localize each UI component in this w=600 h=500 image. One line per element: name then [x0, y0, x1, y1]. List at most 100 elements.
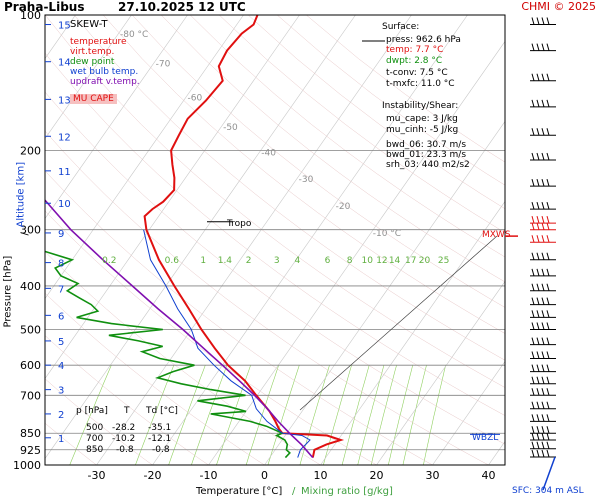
table-header-p: p [hPa] [76, 406, 108, 416]
wbzl-label: WBZL [472, 433, 499, 443]
dry-adiabat [132, 15, 505, 308]
wind-barb-tick [546, 337, 550, 345]
wind-barb-tick [546, 73, 550, 81]
altitude-tick-label: 3 [58, 386, 64, 397]
wind-barb-tick [541, 297, 545, 305]
wind-barb-tick [546, 376, 550, 384]
wind-barb-tick [536, 364, 540, 372]
wind-barb-tick [536, 152, 540, 161]
wind-barb [530, 43, 556, 52]
wind-barb-tick [536, 351, 540, 359]
wind-barb-tick [531, 310, 535, 318]
temperature-tick-label: 0 [261, 469, 268, 482]
wind-barb-tick [541, 43, 545, 51]
mixing-ratio-line [323, 365, 352, 465]
temperature-tick-label: -10 [200, 469, 218, 482]
temperature-tick-label: -20 [144, 469, 162, 482]
isotherm-line [376, 280, 505, 465]
altitude-tick-label: 2 [58, 410, 64, 421]
mixing-ratio-label: 0.6 [165, 256, 180, 266]
temperature-tick-label: 40 [482, 469, 496, 482]
dry-adiabat [45, 15, 505, 388]
wind-barb [530, 376, 556, 385]
wind-barb-tick [546, 201, 550, 210]
wind-barb [530, 337, 556, 346]
wind-barb-tick [546, 388, 550, 396]
isotherm-line [45, 15, 244, 300]
mixing-ratio-label: 4 [294, 256, 300, 266]
x-axis-label-2: Mixing ratio [g/kg] [301, 486, 393, 497]
wind-barb [530, 17, 556, 25]
wind-barb-tick [541, 401, 545, 409]
wind-barb-tick [546, 401, 550, 409]
legend-wet-bulb: wet bulb temp. [70, 67, 139, 77]
mixing-ratio-label: 2 [246, 256, 252, 266]
wind-barb-tick [531, 426, 535, 434]
mixing-ratio-line [135, 365, 175, 465]
isotherm-line [96, 15, 412, 465]
wind-barb-tick [541, 414, 545, 422]
wind-barb [530, 283, 556, 292]
pressure-tick-label: 400 [20, 280, 41, 293]
wind-barb-tick [546, 252, 550, 260]
wind-barb-tick [546, 128, 550, 136]
dry-adiabat [45, 52, 505, 416]
temperature-tick-label: 30 [426, 469, 440, 482]
wind-barb-tick [536, 388, 540, 396]
temperature-tick-label: -30 [88, 469, 106, 482]
legend-dew-point: dew point [70, 57, 115, 67]
wind-barb-tick [541, 432, 545, 441]
wind-barb-tick [546, 178, 550, 187]
wind-barb [530, 441, 556, 450]
mixing-ratio-line [299, 365, 330, 465]
wind-barb-tick [541, 426, 545, 434]
wind-barb-tick [531, 17, 535, 25]
wind-barb-tick [531, 268, 535, 277]
wind-barb-tick [541, 364, 545, 372]
wind-barb-tick [546, 297, 550, 305]
wind-barb-tick [531, 99, 535, 108]
wind-barb-tick [531, 222, 535, 230]
wind-barb-tick [541, 235, 545, 243]
wind-barb-tick [541, 441, 545, 449]
isotherm-line [152, 15, 468, 465]
altitude-tick-label: 1 [58, 434, 64, 445]
wind-barb-tick [546, 17, 550, 25]
y-axis-label: Pressure [hPa] [2, 255, 14, 328]
altitude-tick-label: 6 [58, 311, 64, 322]
dry-adiabat [248, 15, 505, 210]
wind-barb-tick [536, 426, 540, 434]
wind-barb-tick [536, 235, 540, 243]
wind-barb [530, 449, 556, 458]
wind-barb-tick [546, 235, 550, 243]
wind-barb-tick [546, 152, 550, 161]
instability-title: Instability/Shear: [382, 101, 459, 111]
wind-barb-tick [541, 268, 545, 277]
wind-barb-tick [531, 252, 535, 260]
wind-barb [530, 414, 556, 422]
isotherm-line [264, 120, 505, 465]
surface-dwpt: dwpt: 2.8 °C [386, 56, 443, 66]
wind-barb [530, 364, 556, 373]
wind-barb-tick [541, 351, 545, 359]
wind-barb-tick [536, 337, 540, 345]
isotherm-line [432, 360, 505, 465]
table-row-t: -10.2 [112, 434, 136, 444]
wind-barb-tick [536, 222, 540, 230]
table-row-p: 500 [86, 423, 104, 433]
surface-title: Surface: [382, 22, 420, 32]
wind-barb [530, 351, 556, 359]
isotherm-line [45, 15, 132, 140]
wind-barb-tick [531, 441, 535, 449]
mixing-ratio-label: 17 [405, 256, 416, 266]
wind-barb-tick [546, 414, 550, 422]
altitude-tick-label: 5 [58, 337, 64, 348]
wind-barb-tick [541, 73, 545, 81]
wind-barb-tick [531, 43, 535, 51]
wind-barb-tick [531, 414, 535, 422]
surface-press: press: 962.6 hPa [386, 35, 461, 45]
mixing-ratio-label: 10 [362, 256, 374, 266]
wind-barb-tick [541, 222, 545, 230]
table-row-t: -0.8 [116, 445, 134, 455]
isotherm-label: -30 [299, 175, 314, 185]
